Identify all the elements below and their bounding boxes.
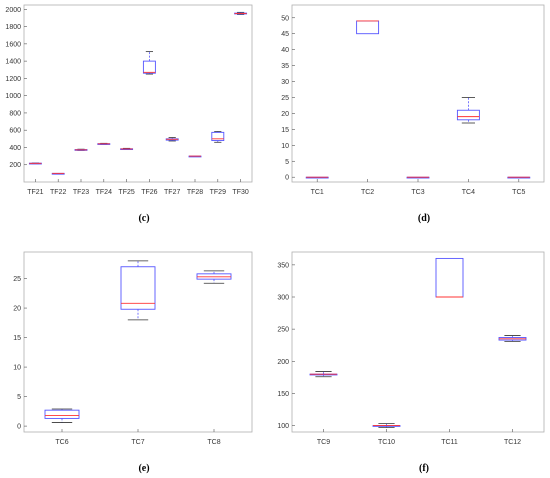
y-tick-label: 5 [17, 394, 21, 401]
y-tick-label: 800 [9, 110, 21, 117]
panel-caption: (e) [138, 463, 149, 474]
y-tick-label: 1600 [5, 41, 21, 48]
iqr-box [435, 257, 464, 298]
x-tick-label: TF27 [164, 189, 180, 196]
box-tc11 [435, 257, 464, 298]
x-tick-label: TC8 [207, 439, 220, 446]
x-tick-label: TC4 [462, 189, 475, 196]
box-tf25 [120, 147, 134, 151]
y-tick-label: 25 [13, 276, 21, 283]
iqr-box [120, 266, 156, 310]
box-tf30 [234, 11, 248, 15]
x-tick-label: TC1 [311, 189, 324, 196]
x-tick-label: TF22 [50, 189, 66, 196]
panel-e-box-plot: 0 5 10 15 20 25 TC6 TC7 TC8 (e) [13, 251, 253, 474]
box-tf22 [51, 172, 65, 175]
y-tick-label: 150 [277, 391, 289, 398]
y-tick-label: 1200 [5, 76, 21, 83]
box-tc9 [309, 371, 338, 378]
box-tc1 [305, 176, 329, 179]
box-tf27 [165, 137, 179, 142]
y-tick-label: 200 [9, 162, 21, 169]
panel-caption: (c) [138, 213, 149, 224]
y-tick-label: 400 [9, 145, 21, 152]
x-tick-label: TF21 [27, 189, 43, 196]
y-tick-label: 45 [281, 31, 289, 38]
y-tick-label: 0 [17, 424, 21, 431]
x-tick-label: TC11 [441, 439, 458, 446]
y-tick-label: 30 [281, 79, 289, 86]
box-tc5 [507, 176, 531, 179]
x-tick-label: TC5 [512, 189, 525, 196]
y-tick-label: 2000 [5, 7, 21, 14]
x-tick-label: TF26 [141, 189, 157, 196]
iqr-box [456, 109, 480, 121]
panel-d-box-plot: 0 5 10 15 20 25 30 35 40 45 50 TC1 TC2 TC3 TC4 TC5 (d) [281, 4, 545, 224]
iqr-box [44, 409, 80, 419]
x-tick-label: TC12 [504, 439, 521, 446]
plot-frame [291, 251, 545, 433]
box-tf26 [142, 51, 156, 75]
y-tick-label: 200 [277, 359, 289, 366]
y-tick-label: 50 [281, 15, 289, 22]
y-tick-label: 15 [281, 127, 289, 134]
y-tick-label: 1400 [5, 59, 21, 66]
y-tick-label: 20 [281, 111, 289, 118]
y-tick-label: 40 [281, 47, 289, 54]
plot-frame [23, 4, 253, 183]
y-tick-label: 350 [277, 262, 289, 269]
x-tick-label: TC9 [317, 439, 330, 446]
y-tick-label: 0 [285, 175, 289, 182]
iqr-box [142, 60, 156, 74]
x-tick-label: TF29 [210, 189, 226, 196]
box-tf23 [74, 148, 88, 151]
panel-f-box-plot: 100 150 200 250 300 350 TC9 TC10 TC11 TC12 (f) [277, 251, 545, 474]
box-tc4 [456, 97, 480, 124]
box-tc7 [120, 260, 156, 321]
x-tick-label: TF24 [96, 189, 112, 196]
box-tf24 [97, 142, 111, 145]
box-tf21 [28, 162, 42, 165]
y-tick-label: 35 [281, 63, 289, 70]
x-tick-label: TF30 [232, 189, 248, 196]
x-tick-label: TC7 [131, 439, 144, 446]
y-tick-label: 20 [13, 306, 21, 313]
box-tc8 [196, 270, 232, 284]
y-tick-label: 300 [277, 295, 289, 302]
plot-frame [291, 4, 545, 183]
box-tf29 [211, 131, 225, 143]
y-tick-label: 1800 [5, 24, 21, 31]
y-tick-label: 600 [9, 128, 21, 135]
panel-caption: (d) [418, 213, 430, 224]
y-tick-label: 10 [13, 365, 21, 372]
box-tc3 [406, 176, 430, 179]
y-tick-label: 1000 [5, 93, 21, 100]
iqr-box [356, 20, 380, 35]
panel-caption: (f) [419, 463, 429, 474]
box-tc10 [372, 423, 401, 428]
panel-c-box-plot: 200 400 600 800 1000 1200 1400 1600 1800 2000 TF21… [5, 4, 253, 224]
box-tf28 [188, 155, 202, 158]
x-tick-label: TC6 [55, 439, 68, 446]
y-tick-label: 10 [281, 143, 289, 150]
x-tick-label: TF28 [187, 189, 203, 196]
y-tick-label: 15 [13, 335, 21, 342]
box-tc2 [356, 20, 380, 35]
x-tick-label: TC10 [378, 439, 395, 446]
box-tc12 [498, 335, 527, 342]
x-tick-label: TF25 [118, 189, 134, 196]
y-tick-label: 25 [281, 95, 289, 102]
y-tick-label: 100 [277, 423, 289, 430]
x-tick-label: TF23 [73, 189, 89, 196]
x-tick-label: TC2 [361, 189, 374, 196]
x-tick-label: TC3 [411, 189, 424, 196]
y-tick-label: 250 [277, 327, 289, 334]
y-tick-label: 5 [285, 159, 289, 166]
iqr-box [211, 131, 225, 142]
box-tc6 [44, 408, 80, 423]
